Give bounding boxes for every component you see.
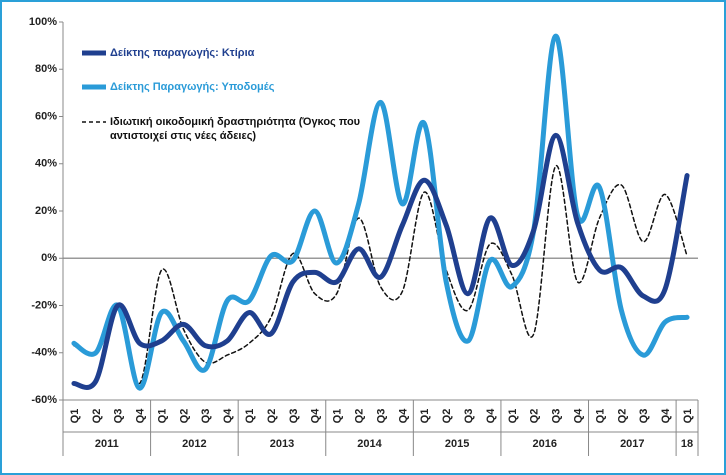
y-tick-label: -60%	[31, 394, 57, 406]
legend-label: Ιδιωτική οικοδομική δραστηριότητα (Όγκος…	[110, 116, 361, 142]
series-line	[71, 132, 690, 390]
legend-label: Δείκτης Παραγωγής: Υποδομές	[110, 81, 275, 93]
y-tick-label: 100%	[29, 16, 57, 28]
x-tick-label: Q4	[572, 408, 584, 424]
series-line	[71, 33, 690, 391]
x-tick-label: Q4	[310, 408, 322, 424]
x-tick-label: Q3	[375, 409, 387, 424]
x-tick-label: Q1	[332, 409, 344, 424]
x-group-label: 2015	[445, 438, 469, 450]
x-tick-label: Q3	[288, 409, 300, 424]
x-tick-label: Q1	[419, 409, 431, 424]
x-tick-label: Q1	[244, 409, 256, 424]
x-tick-label: Q4	[397, 408, 409, 424]
x-group-label: 18	[681, 438, 693, 450]
x-tick-label: Q4	[660, 408, 672, 424]
x-group-label: 2013	[270, 438, 294, 450]
series-line	[73, 165, 688, 385]
x-tick-label: Q4	[485, 408, 497, 424]
x-tick-label: Q1	[682, 409, 694, 424]
x-group-label: 2014	[357, 438, 382, 450]
y-tick-label: 0%	[41, 252, 57, 264]
x-tick-label: Q3	[638, 409, 650, 424]
x-tick-label: Q2	[266, 409, 278, 424]
y-tick-label: 80%	[35, 63, 57, 75]
x-tick-label: Q2	[91, 409, 103, 424]
x-tick-label: Q2	[178, 409, 190, 424]
x-tick-label: Q2	[354, 409, 366, 424]
x-tick-label: Q2	[616, 409, 628, 424]
y-tick-label: 60%	[35, 110, 57, 122]
x-tick-label: Q2	[441, 409, 453, 424]
x-tick-label: Q3	[551, 409, 563, 424]
x-tick-label: Q3	[200, 409, 212, 424]
y-tick-label: 40%	[35, 158, 57, 170]
y-tick-label: 20%	[35, 205, 57, 217]
x-tick-label: Q1	[69, 409, 81, 424]
legend-label: Δείκτης παραγωγής: Κτίρια	[110, 47, 255, 59]
x-tick-label: Q4	[222, 408, 234, 424]
x-tick-label: Q2	[529, 409, 541, 424]
x-group-label: 2016	[532, 438, 556, 450]
x-tick-label: Q1	[594, 409, 606, 424]
x-group-label: 2017	[620, 438, 644, 450]
x-group-label: 2012	[182, 438, 206, 450]
x-group-label: 2011	[95, 438, 119, 450]
y-tick-label: -20%	[31, 299, 57, 311]
x-tick-label: Q3	[113, 409, 125, 424]
y-tick-label: -40%	[31, 347, 57, 359]
x-tick-label: Q4	[135, 408, 147, 424]
x-tick-label: Q1	[156, 409, 168, 424]
x-tick-label: Q1	[507, 409, 519, 424]
x-tick-label: Q3	[463, 409, 475, 424]
